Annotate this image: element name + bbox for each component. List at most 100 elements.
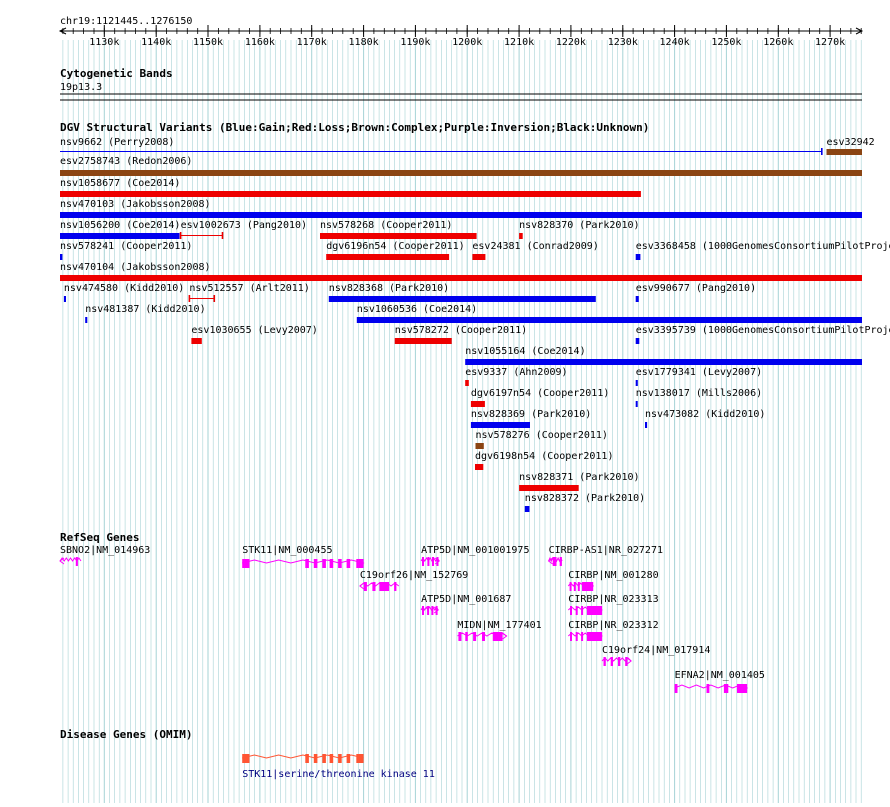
dgv-variant-bar[interactable]	[519, 485, 579, 491]
omim-gene-exon[interactable]	[313, 754, 318, 763]
refseq-gene-exon[interactable]	[431, 606, 434, 615]
refseq-gene-intron[interactable]	[242, 559, 364, 564]
dgv-variant-bar[interactable]	[356, 317, 862, 323]
dgv-variant-bar[interactable]	[635, 296, 639, 302]
dgv-variant-bar[interactable]	[60, 212, 862, 218]
dgv-variant-label[interactable]: nsv481387 (Kidd2010)	[85, 304, 205, 315]
dgv-variant-label[interactable]: nsv470104 (Jakobsson2008)	[60, 262, 211, 273]
omim-gene-exon[interactable]	[305, 754, 309, 763]
refseq-gene-intron[interactable]	[674, 684, 748, 689]
dgv-variant-bar[interactable]	[60, 170, 862, 176]
dgv-variant-bar[interactable]	[60, 254, 63, 260]
dgv-variant-label[interactable]: esv32942	[827, 137, 875, 148]
refseq-gene-exon[interactable]	[723, 684, 729, 693]
dgv-variant-label[interactable]: nsv473082 (Kidd2010)	[645, 409, 765, 420]
dgv-variant-bar[interactable]	[524, 506, 530, 512]
dgv-variant-bar[interactable]	[191, 338, 202, 344]
refseq-gene-exon[interactable]	[372, 582, 376, 591]
dgv-variant-bar[interactable]	[465, 359, 862, 365]
dgv-variant-label[interactable]: nsv9662 (Perry2008)	[60, 137, 174, 148]
dgv-variant-label[interactable]: nsv1056200 (Coe2014)	[60, 220, 180, 231]
dgv-variant-label[interactable]: dgv6196n54 (Cooper2011)	[326, 241, 464, 252]
refseq-gene-exon[interactable]	[435, 606, 438, 615]
dgv-variant-label[interactable]: nsv138017 (Mills2006)	[636, 388, 762, 399]
dgv-variant-bar[interactable]	[475, 443, 484, 449]
dgv-variant-bar[interactable]	[635, 338, 640, 344]
refseq-gene-exon[interactable]	[569, 582, 572, 591]
dgv-variant-label[interactable]: nsv578241 (Cooper2011)	[60, 241, 192, 252]
dgv-variant-label[interactable]: nsv474580 (Kidd2010)	[64, 283, 184, 294]
refseq-gene-exon[interactable]	[458, 632, 462, 641]
refseq-gene-exon[interactable]	[581, 606, 584, 615]
refseq-gene-exon[interactable]	[581, 632, 584, 641]
dgv-variant-bar[interactable]	[519, 233, 523, 239]
dgv-variant-label[interactable]: nsv828368 (Park2010)	[329, 283, 449, 294]
dgv-variant-label[interactable]: nsv828370 (Park2010)	[519, 220, 639, 231]
dgv-variant-bar[interactable]	[475, 464, 484, 470]
dgv-variant-label[interactable]: nsv512557 (Arlt2011)	[189, 283, 309, 294]
dgv-variant-label[interactable]: nsv578268 (Cooper2011)	[320, 220, 452, 231]
dgv-variant-bar[interactable]	[645, 422, 648, 428]
refseq-gene-exon[interactable]	[422, 606, 424, 615]
refseq-gene-exon[interactable]	[422, 557, 424, 566]
refseq-gene-exon[interactable]	[625, 657, 628, 666]
refseq-gene-exon[interactable]	[603, 657, 606, 666]
dgv-variant-label[interactable]: esv3395739 (1000GenomesConsortiumPilotPr…	[636, 325, 890, 336]
dgv-variant-bar[interactable]	[635, 380, 638, 386]
refseq-track-title[interactable]: RefSeq Genes	[60, 531, 139, 544]
dgv-variant-label[interactable]: nsv578276 (Cooper2011)	[476, 430, 608, 441]
dgv-variant-label[interactable]: nsv828369 (Park2010)	[471, 409, 591, 420]
omim-gene-intron[interactable]	[242, 754, 364, 759]
refseq-gene-exon[interactable]	[610, 657, 613, 666]
dgv-variant-bar[interactable]	[326, 254, 450, 260]
dgv-variant-bar[interactable]	[63, 296, 66, 302]
dgv-variant-bar[interactable]	[394, 338, 452, 344]
refseq-gene-label[interactable]: CIRBP|NM_001280	[568, 570, 658, 581]
omim-track-title[interactable]: Disease Genes (OMIM)	[60, 728, 192, 741]
refseq-gene-exon[interactable]	[427, 606, 430, 615]
dgv-variant-label[interactable]: esv24381 (Conrad2009)	[472, 241, 598, 252]
refseq-gene-exon[interactable]	[573, 582, 576, 591]
refseq-gene-exon[interactable]	[436, 557, 439, 566]
dgv-variant-label[interactable]: nsv828371 (Park2010)	[519, 472, 639, 483]
refseq-gene-exon[interactable]	[465, 632, 468, 641]
refseq-gene-exon[interactable]	[379, 582, 390, 591]
refseq-gene-exon[interactable]	[552, 557, 557, 566]
omim-gene-exon[interactable]	[356, 754, 364, 763]
ruler[interactable]: 1130k 1140k 1150k 1160k 1170k 1180k 1190k 1200k…	[58, 25, 864, 48]
refseq-gene-label[interactable]: SBNO2|NM_014963	[60, 545, 150, 556]
refseq-gene-exon[interactable]	[338, 559, 342, 568]
refseq-gene-exon[interactable]	[582, 582, 594, 591]
dgv-variant-label[interactable]: nsv1060536 (Coe2014)	[357, 304, 477, 315]
refseq-gene-exon[interactable]	[575, 632, 578, 641]
refseq-gene-label[interactable]: EFNA2|NM_001405	[675, 670, 765, 681]
dgv-variant-label[interactable]: esv1030655 (Levy2007)	[191, 325, 317, 336]
refseq-gene-exon[interactable]	[346, 559, 351, 568]
dgv-track-title[interactable]: DGV Structural Variants (Blue:Gain;Red:L…	[60, 121, 649, 134]
dgv-variant-bar[interactable]	[85, 317, 88, 323]
refseq-gene-label[interactable]: MIDN|NM_177401	[457, 620, 541, 631]
refseq-gene-exon[interactable]	[492, 632, 503, 641]
refseq-gene-exon[interactable]	[473, 632, 477, 641]
refseq-gene-exon[interactable]	[618, 657, 621, 666]
refseq-gene-label[interactable]: CIRBP|NR_023312	[568, 620, 658, 631]
dgv-variant-bar[interactable]	[470, 401, 485, 407]
dgv-variant-label[interactable]: nsv1058677 (Coe2014)	[60, 178, 180, 189]
dgv-variant-label[interactable]: nsv578272 (Cooper2011)	[395, 325, 527, 336]
omim-gene-exon[interactable]	[242, 754, 250, 763]
dgv-variant-bar[interactable]	[60, 191, 641, 197]
dgv-variant-bar[interactable]	[320, 233, 477, 239]
dgv-variant-label[interactable]: esv2758743 (Redon2006)	[60, 156, 192, 167]
dgv-variant-bar[interactable]	[465, 380, 469, 386]
dgv-variant-bar[interactable]	[328, 296, 596, 302]
refseq-gene-exon[interactable]	[570, 632, 572, 641]
dgv-variant-label[interactable]: nsv828372 (Park2010)	[525, 493, 645, 504]
refseq-gene-exon[interactable]	[570, 606, 572, 615]
refseq-gene-exon[interactable]	[313, 559, 318, 568]
dgv-variant-label[interactable]: esv1779341 (Levy2007)	[636, 367, 762, 378]
dgv-variant-bar[interactable]	[60, 275, 862, 281]
refseq-gene-exon[interactable]	[356, 559, 364, 568]
dgv-variant-label[interactable]: dgv6198n54 (Cooper2011)	[475, 451, 613, 462]
refseq-gene-label[interactable]: CIRBP-AS1|NR_027271	[549, 545, 663, 556]
refseq-gene-label[interactable]: C19orf24|NM_017914	[602, 645, 710, 656]
